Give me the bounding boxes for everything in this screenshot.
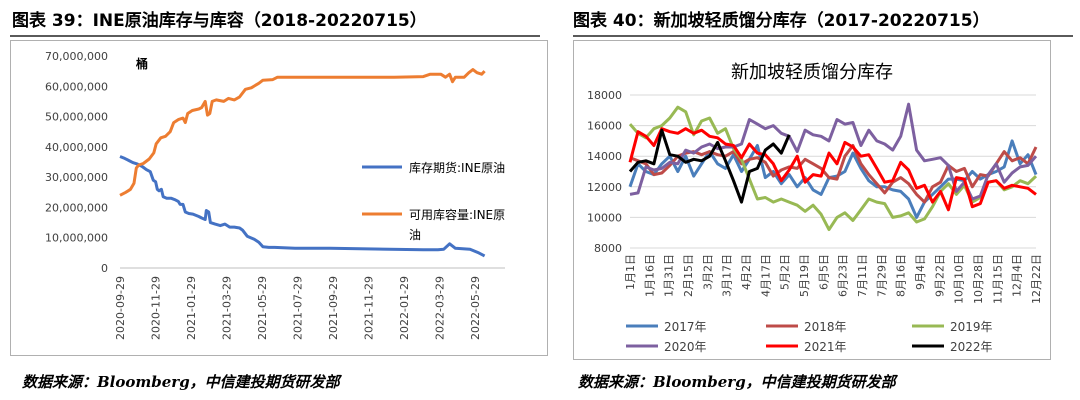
left-series-line xyxy=(119,155,486,258)
left-y-tick-label: 70,000,000 xyxy=(45,50,108,63)
left-x-tick-label: 2021-09-29 xyxy=(327,276,340,340)
right-y-tick-label: 18000 xyxy=(587,89,622,102)
left-y-tick-label: 30,000,000 xyxy=(45,171,108,184)
right-chart-frame xyxy=(573,40,1051,360)
right-y-tick-label: 16000 xyxy=(587,120,622,133)
right-x-tick-label: 11月15日 xyxy=(991,254,1004,304)
right-x-tick-label: 3月17日 xyxy=(721,254,734,297)
left-unit-label: 桶 xyxy=(136,56,148,71)
left-series-line xyxy=(119,68,486,197)
left-y-tick-label: 20,000,000 xyxy=(45,201,108,214)
right-y-tick-label: 8000 xyxy=(594,242,622,255)
right-x-tick-label: 6月5日 xyxy=(817,254,830,290)
right-legend-label: 2020年 xyxy=(664,340,707,354)
left-legend-label: 可用库容量:INE原 xyxy=(409,207,505,222)
left-x-tick-label: 2021-05-29 xyxy=(256,276,269,340)
right-series-line xyxy=(628,127,1037,212)
right-series-line xyxy=(629,144,1038,204)
right-y-tick-label: 10000 xyxy=(587,211,622,224)
right-x-tick-label: 9月4日 xyxy=(914,254,927,290)
left-panel-title: 图表 39：INE原油库存与库容（2018-20220715） xyxy=(12,11,427,31)
right-x-tick-label: 5月2日 xyxy=(779,254,792,290)
right-x-tick-label: 4月17日 xyxy=(759,254,772,297)
left-y-tick-label: 0 xyxy=(101,262,108,275)
right-x-tick-label: 7月29日 xyxy=(875,254,888,297)
right-chart-title: 新加坡轻质馏分库存 xyxy=(731,62,893,83)
left-x-tick-label: 2022-03-29 xyxy=(434,276,447,340)
right-x-tick-label: 9月22日 xyxy=(933,254,946,297)
left-y-tick-label: 50,000,000 xyxy=(45,111,108,124)
right-x-tick-label: 7月11日 xyxy=(856,254,869,297)
left-x-tick-label: 2020-11-29 xyxy=(150,276,163,340)
left-x-tick-label: 2021-07-29 xyxy=(292,276,305,340)
right-panel-title: 图表 40：新加坡轻质馏分库存（2017-20220715） xyxy=(573,11,990,31)
left-x-tick-label: 2021-11-29 xyxy=(363,276,376,340)
right-x-tick-label: 1月16日 xyxy=(643,254,656,297)
right-source-note: 数据来源：Bloomberg，中信建投期货研发部 xyxy=(578,373,896,391)
left-legend-label: 库存期货:INE原油 xyxy=(409,160,505,175)
right-x-tick-label: 10月10日 xyxy=(953,254,966,304)
right-series-line xyxy=(628,128,791,204)
left-x-tick-label: 2021-01-29 xyxy=(185,276,198,340)
right-legend-label: 2021年 xyxy=(804,340,847,354)
right-legend-label: 2019年 xyxy=(950,320,993,334)
right-y-tick-label: 14000 xyxy=(587,150,622,163)
left-x-tick-label: 2022-05-29 xyxy=(469,276,482,340)
right-legend-label: 2017年 xyxy=(664,320,707,334)
left-y-tick-label: 40,000,000 xyxy=(45,141,108,154)
right-x-tick-label: 2月15日 xyxy=(682,254,695,297)
right-x-tick-label: 4月2日 xyxy=(740,254,753,290)
left-title-rule xyxy=(10,35,540,37)
right-legend-label: 2018年 xyxy=(804,320,847,334)
right-x-tick-label: 12月4日 xyxy=(1011,254,1024,297)
right-title-rule xyxy=(573,35,1073,37)
left-chart-frame xyxy=(10,40,548,356)
left-y-tick-label: 60,000,000 xyxy=(45,80,108,93)
right-x-tick-label: 5月19日 xyxy=(798,254,811,297)
right-x-tick-label: 12月22日 xyxy=(1030,254,1043,304)
left-x-tick-label: 2021-03-29 xyxy=(221,276,234,340)
right-x-tick-label: 3月2日 xyxy=(701,254,714,290)
right-x-tick-label: 1月1日 xyxy=(624,254,637,290)
right-legend-label: 2022年 xyxy=(950,340,993,354)
left-source-note: 数据来源：Bloomberg，中信建投期货研发部 xyxy=(22,373,340,391)
left-x-tick-label: 2022-01-29 xyxy=(398,276,411,340)
left-legend-label: 油 xyxy=(409,228,421,242)
right-x-tick-label: 1月31日 xyxy=(663,254,676,297)
right-y-tick-label: 12000 xyxy=(587,181,622,194)
right-x-tick-label: 8月16日 xyxy=(895,254,908,297)
left-x-tick-label: 2020-09-29 xyxy=(114,276,127,340)
right-x-tick-label: 10月28日 xyxy=(972,254,985,304)
left-y-tick-label: 10,000,000 xyxy=(45,232,108,245)
right-x-tick-label: 6月23日 xyxy=(837,254,850,297)
